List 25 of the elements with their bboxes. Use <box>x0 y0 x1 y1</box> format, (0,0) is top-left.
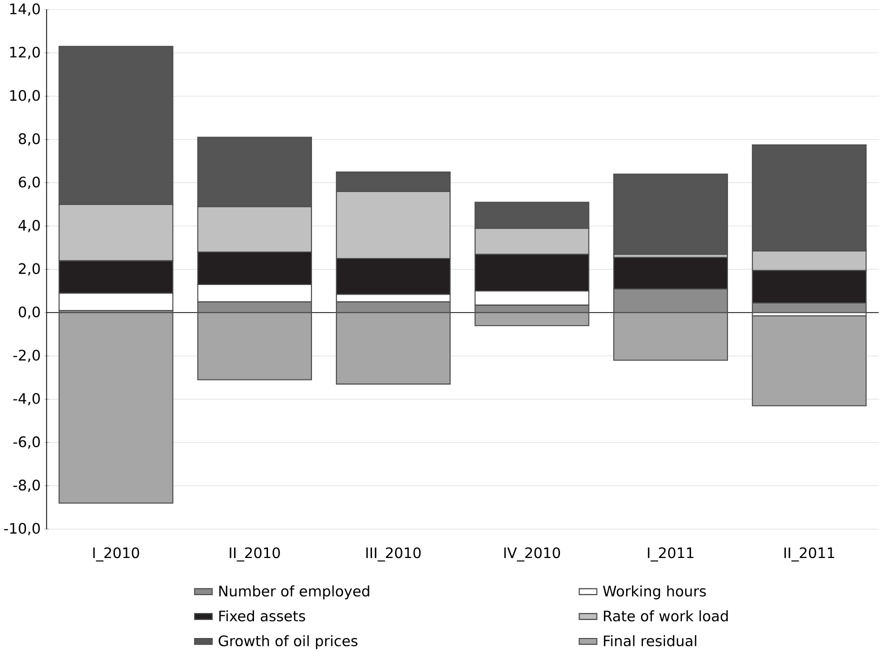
y-tick-label: 12,0 <box>10 46 40 60</box>
y-tick-label: 14,0 <box>10 4 40 16</box>
x-tick-label: I_2011 <box>648 547 694 562</box>
legend-label: Number of employed <box>219 585 370 600</box>
legend-label: Final residual <box>604 635 696 646</box>
y-tick-label: 4,0 <box>18 220 40 232</box>
y-tick-label: -8,0 <box>13 480 40 492</box>
legend-label: Growth of oil prices <box>218 635 358 650</box>
legend-label: Rate of work load <box>604 610 728 622</box>
x-tick-label: IV_2010 <box>504 547 560 562</box>
y-tick-label: -10,0 <box>4 522 40 536</box>
legend-label: Working hours <box>602 585 706 600</box>
y-tick-label: 10,0 <box>10 90 40 103</box>
y-tick-label: 0,0 <box>18 306 40 319</box>
y-tick-label: -4,0 <box>13 393 40 406</box>
x-tick-label: III_2010 <box>366 547 421 562</box>
y-tick-label: 6,0 <box>18 176 40 190</box>
y-tick-label: 2,0 <box>18 263 40 276</box>
y-tick-label: 8,0 <box>18 133 40 146</box>
x-tick-label: I_2010 <box>93 547 140 562</box>
x-tick-label: II_2011 <box>784 547 834 562</box>
y-tick-label: -6,0 <box>13 436 40 449</box>
legend-label: Fixed assets <box>219 610 306 622</box>
x-tick-label: II_2010 <box>230 547 280 562</box>
y-tick-label: -2,0 <box>13 350 40 362</box>
